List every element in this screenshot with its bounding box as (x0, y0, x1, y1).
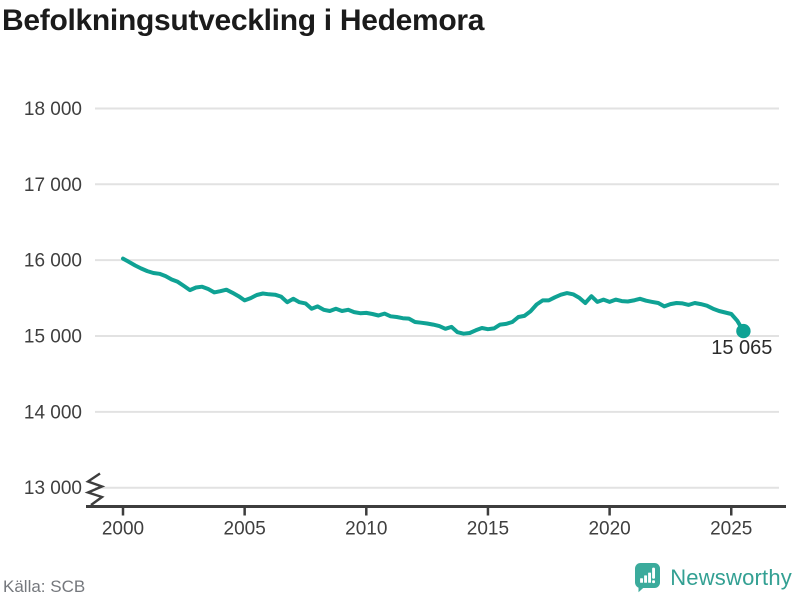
x-tick-label: 2025 (710, 519, 752, 540)
y-tick-label: 14 000 (24, 402, 82, 423)
x-tick-label: 2020 (588, 519, 630, 540)
chart-title: Befolkningsutveckling i Hedemora (2, 4, 485, 37)
x-tick-label: 2005 (224, 519, 266, 540)
y-tick-label: 18 000 (24, 99, 82, 120)
x-tick-label: 2015 (467, 519, 509, 540)
x-tick-label: 2010 (345, 519, 387, 540)
y-tick-label: 15 000 (24, 327, 82, 348)
axis-break-icon (84, 472, 106, 506)
end-value-label: 15 065 (711, 337, 772, 359)
newsworthy-speech-bubble-chart-icon (634, 562, 661, 593)
newsworthy-logo-text: Newsworthy (670, 564, 792, 590)
end-point-marker (736, 323, 751, 339)
source-label: Källa: SCB (3, 577, 86, 596)
y-tick-label: 17 000 (24, 175, 82, 196)
y-tick-label: 16 000 (24, 251, 82, 272)
x-tick-label: 2000 (102, 519, 144, 540)
population-line (121, 256, 746, 336)
y-tick-label: 13 000 (24, 478, 82, 499)
newsworthy-logo[interactable]: Newsworthy (634, 562, 792, 593)
